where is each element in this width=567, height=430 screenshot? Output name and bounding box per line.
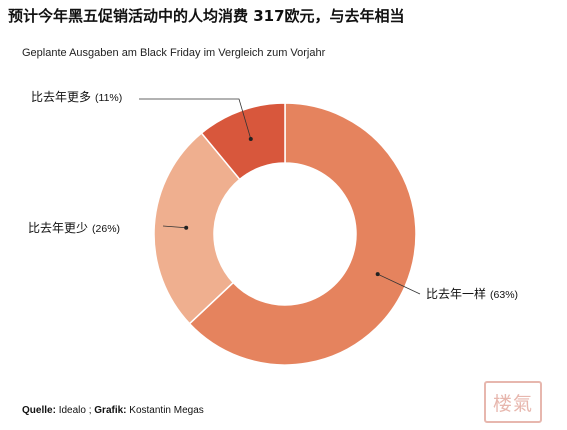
- source-label: Quelle:: [22, 405, 56, 416]
- graphic-value: Kostantin Megas: [129, 405, 204, 416]
- slice-percent: (11%): [95, 92, 123, 104]
- leader-line-same: [377, 273, 421, 295]
- slice-percent: (63%): [490, 289, 519, 301]
- slice-name: 比去年更少: [28, 221, 89, 235]
- leader-line-less: [162, 225, 187, 229]
- leader-dot: [248, 136, 253, 141]
- donut-slice-more: [200, 102, 286, 181]
- slice-name: 比去年一样: [426, 287, 487, 301]
- slice-percent: (26%): [92, 223, 121, 235]
- slice-label-less: 比去年更少 (26%): [28, 219, 120, 236]
- chart-subtitle: Geplante Ausgaben am Black Friday im Ver…: [22, 47, 326, 59]
- slice-label-more: 比去年更多 (11%): [31, 88, 122, 105]
- slice-label-same: 比去年一样 (63%): [426, 285, 518, 302]
- source-footer: Quelle: Idealo ; Grafik: Kostantin Megas: [22, 405, 204, 416]
- slice-name: 比去年更多: [31, 90, 92, 104]
- leader-dot: [184, 225, 189, 230]
- leader-dot: [375, 272, 380, 277]
- watermark-text: 楼氣: [492, 392, 533, 415]
- donut-slice-same: [188, 102, 417, 366]
- footer-separator: ;: [88, 405, 92, 416]
- source-value: Idealo: [58, 405, 86, 416]
- graphic-label: Grafik:: [94, 405, 127, 416]
- watermark-stamp: 楼氣: [484, 381, 542, 423]
- donut-slice-less: [153, 132, 241, 325]
- leader-line-more: [139, 98, 252, 140]
- chart-title: 预计今年黑五促销活动中的人均消费 317欧元，与去年相当: [8, 7, 405, 25]
